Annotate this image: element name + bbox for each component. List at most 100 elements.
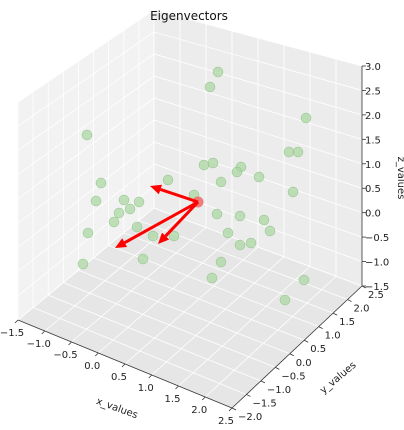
data-point: [198, 159, 210, 171]
x-grid-line: [71, 227, 207, 343]
data-point: [131, 221, 143, 233]
y-grid-line: [48, 294, 262, 382]
y-tick-label: −2.0: [238, 412, 262, 423]
y-grid-line: [32, 307, 247, 395]
x-grid-line: [204, 275, 337, 398]
x-tick-mark: [14, 319, 19, 324]
x-tick-label: −0.5: [53, 350, 77, 361]
x-tick-mark: [68, 341, 72, 346]
data-point: [279, 294, 291, 306]
data-point: [147, 230, 159, 242]
z-tick-label: −1.5: [365, 282, 389, 293]
data-point: [207, 157, 219, 169]
data-point: [124, 203, 136, 215]
x-tick-label: 0.0: [84, 361, 100, 372]
y-tick-mark: [289, 353, 294, 357]
x-tick-mark: [175, 385, 179, 390]
data-point: [118, 194, 130, 206]
data-point: [231, 166, 243, 178]
y-grid-line: [123, 232, 334, 314]
y-tick-mark: [246, 394, 251, 397]
y-tick-mark: [304, 339, 309, 343]
eigenvector-head: [115, 238, 128, 248]
data-point: [283, 146, 295, 158]
data-point: [137, 253, 149, 265]
y-tick-mark: [318, 326, 323, 330]
x-grid-line: [124, 246, 259, 365]
y-tick-labels: −2.0 −1.5 −1.0 −0.5 0.0 0.5 1.0 1.5 2.0 2.5: [231, 285, 384, 423]
z-grid-line: [17, 31, 363, 127]
z-tick-label: 1.5: [365, 135, 381, 146]
y-tick-mark: [275, 366, 280, 370]
data-point: [264, 225, 276, 237]
data-point: [234, 239, 246, 251]
z-grid-line: [17, 163, 363, 272]
x-tick-label: 1.5: [165, 394, 181, 405]
data-point: [298, 274, 310, 286]
x-tick-label: −1.0: [27, 339, 51, 350]
y-tick-mark: [347, 299, 352, 302]
data-point: [287, 186, 299, 198]
y-tick-mark: [260, 380, 266, 384]
data-point: [168, 230, 180, 242]
x-tick-label: 0.5: [111, 372, 127, 383]
data-point: [253, 171, 265, 183]
x-tick-mark: [41, 330, 46, 335]
x-tick-mark: [94, 352, 99, 357]
y-tick-label: 1.0: [325, 331, 341, 342]
data-point: [133, 196, 145, 208]
eigenvector-arrows: [115, 184, 200, 248]
data-point: [95, 177, 107, 189]
z-tick-label: −0.5: [365, 233, 389, 244]
y-tick-label: −1.0: [267, 385, 291, 396]
x-tick-label: 2.0: [191, 405, 207, 416]
z-grid-line: [17, 9, 363, 103]
z-axis-label: z_values: [395, 157, 404, 200]
y-tick-mark: [332, 312, 338, 316]
z-grid-line: [17, 97, 363, 200]
y-tick-label: −1.5: [252, 398, 276, 409]
x-grid-line: [178, 266, 311, 387]
data-point: [211, 208, 223, 220]
data-points: [77, 66, 312, 306]
y-tick-label: 0.0: [296, 358, 312, 369]
x-tick-label: 2.5: [218, 416, 234, 427]
data-point: [81, 129, 93, 141]
x-tick-mark: [201, 396, 206, 401]
chart-title: Eigenvectors: [150, 9, 228, 23]
y-axis-label: y_values: [318, 360, 358, 396]
eigenvector-shaft: [164, 200, 200, 238]
data-point: [204, 81, 216, 93]
y-tick-label: 2.5: [368, 290, 384, 301]
y-tick-label: 2.0: [354, 304, 370, 315]
data-point: [82, 227, 94, 239]
data-point: [245, 237, 257, 249]
x-tick-label: −1.5: [0, 328, 24, 339]
x-tick-label: 1.0: [138, 383, 154, 394]
data-point: [292, 146, 304, 158]
z-grid-line: [17, 53, 363, 151]
y-tick-mark: [231, 407, 237, 411]
eigenvector-shaft: [159, 188, 199, 204]
z-grid-line: [17, 119, 363, 224]
z-tick-label: 2.5: [365, 86, 381, 97]
z-grid-line: [17, 207, 363, 321]
y-tick-label: 0.5: [310, 344, 326, 355]
y-axis-line: [231, 285, 363, 409]
x-tick-mark: [228, 407, 233, 412]
data-point: [206, 272, 218, 284]
data-point: [258, 214, 270, 226]
data-point: [215, 256, 227, 268]
eigenvector-shaft: [123, 200, 199, 244]
data-point: [113, 207, 125, 219]
eigenvector-head: [150, 184, 163, 195]
data-point: [215, 176, 227, 188]
z-tick-label: −1.0: [365, 258, 389, 269]
z-grid-line: [17, 75, 363, 175]
z-tick-label: 0.5: [365, 184, 381, 195]
data-point: [90, 195, 102, 207]
x-axis-label: x_values: [95, 396, 140, 421]
y-grid-line: [93, 257, 305, 341]
z-tick-label: 3.0: [365, 62, 381, 73]
